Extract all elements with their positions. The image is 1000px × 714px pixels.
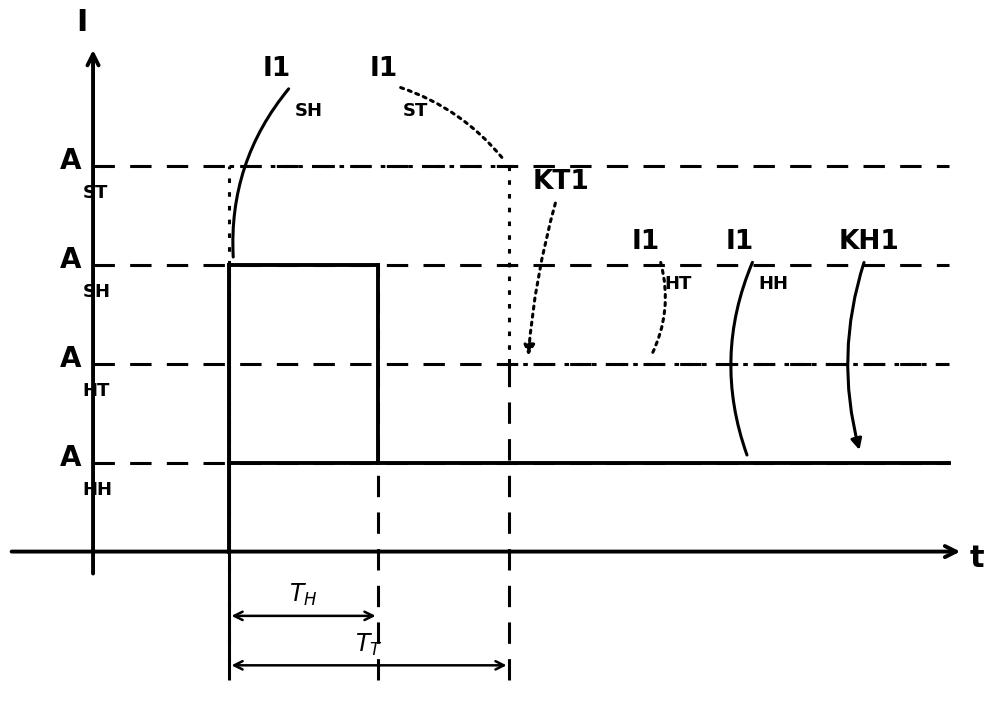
Text: A: A <box>60 147 82 175</box>
Text: A: A <box>60 345 82 373</box>
Text: I1: I1 <box>370 56 398 81</box>
FancyArrowPatch shape <box>731 262 752 455</box>
Text: HH: HH <box>758 275 788 293</box>
Text: t: t <box>970 545 984 573</box>
Text: KH1: KH1 <box>839 229 900 255</box>
Text: HT: HT <box>665 275 692 293</box>
Text: KT1: KT1 <box>532 169 589 196</box>
Text: SH: SH <box>83 283 111 301</box>
FancyArrowPatch shape <box>401 88 503 159</box>
Text: ST: ST <box>403 101 428 119</box>
Text: HT: HT <box>83 382 110 400</box>
Text: A: A <box>60 443 82 472</box>
Text: $T_T$: $T_T$ <box>355 632 383 658</box>
Text: I1: I1 <box>262 56 290 81</box>
FancyArrowPatch shape <box>651 263 665 356</box>
Text: I: I <box>76 9 88 37</box>
Text: ST: ST <box>83 184 108 202</box>
Text: HH: HH <box>83 481 113 499</box>
FancyArrowPatch shape <box>525 203 555 353</box>
FancyArrowPatch shape <box>233 89 289 257</box>
FancyArrowPatch shape <box>848 263 864 447</box>
Text: A: A <box>60 246 82 273</box>
Text: I1: I1 <box>725 229 754 255</box>
Text: I1: I1 <box>632 229 660 255</box>
Text: $T_H$: $T_H$ <box>289 582 318 608</box>
Text: SH: SH <box>295 101 323 119</box>
